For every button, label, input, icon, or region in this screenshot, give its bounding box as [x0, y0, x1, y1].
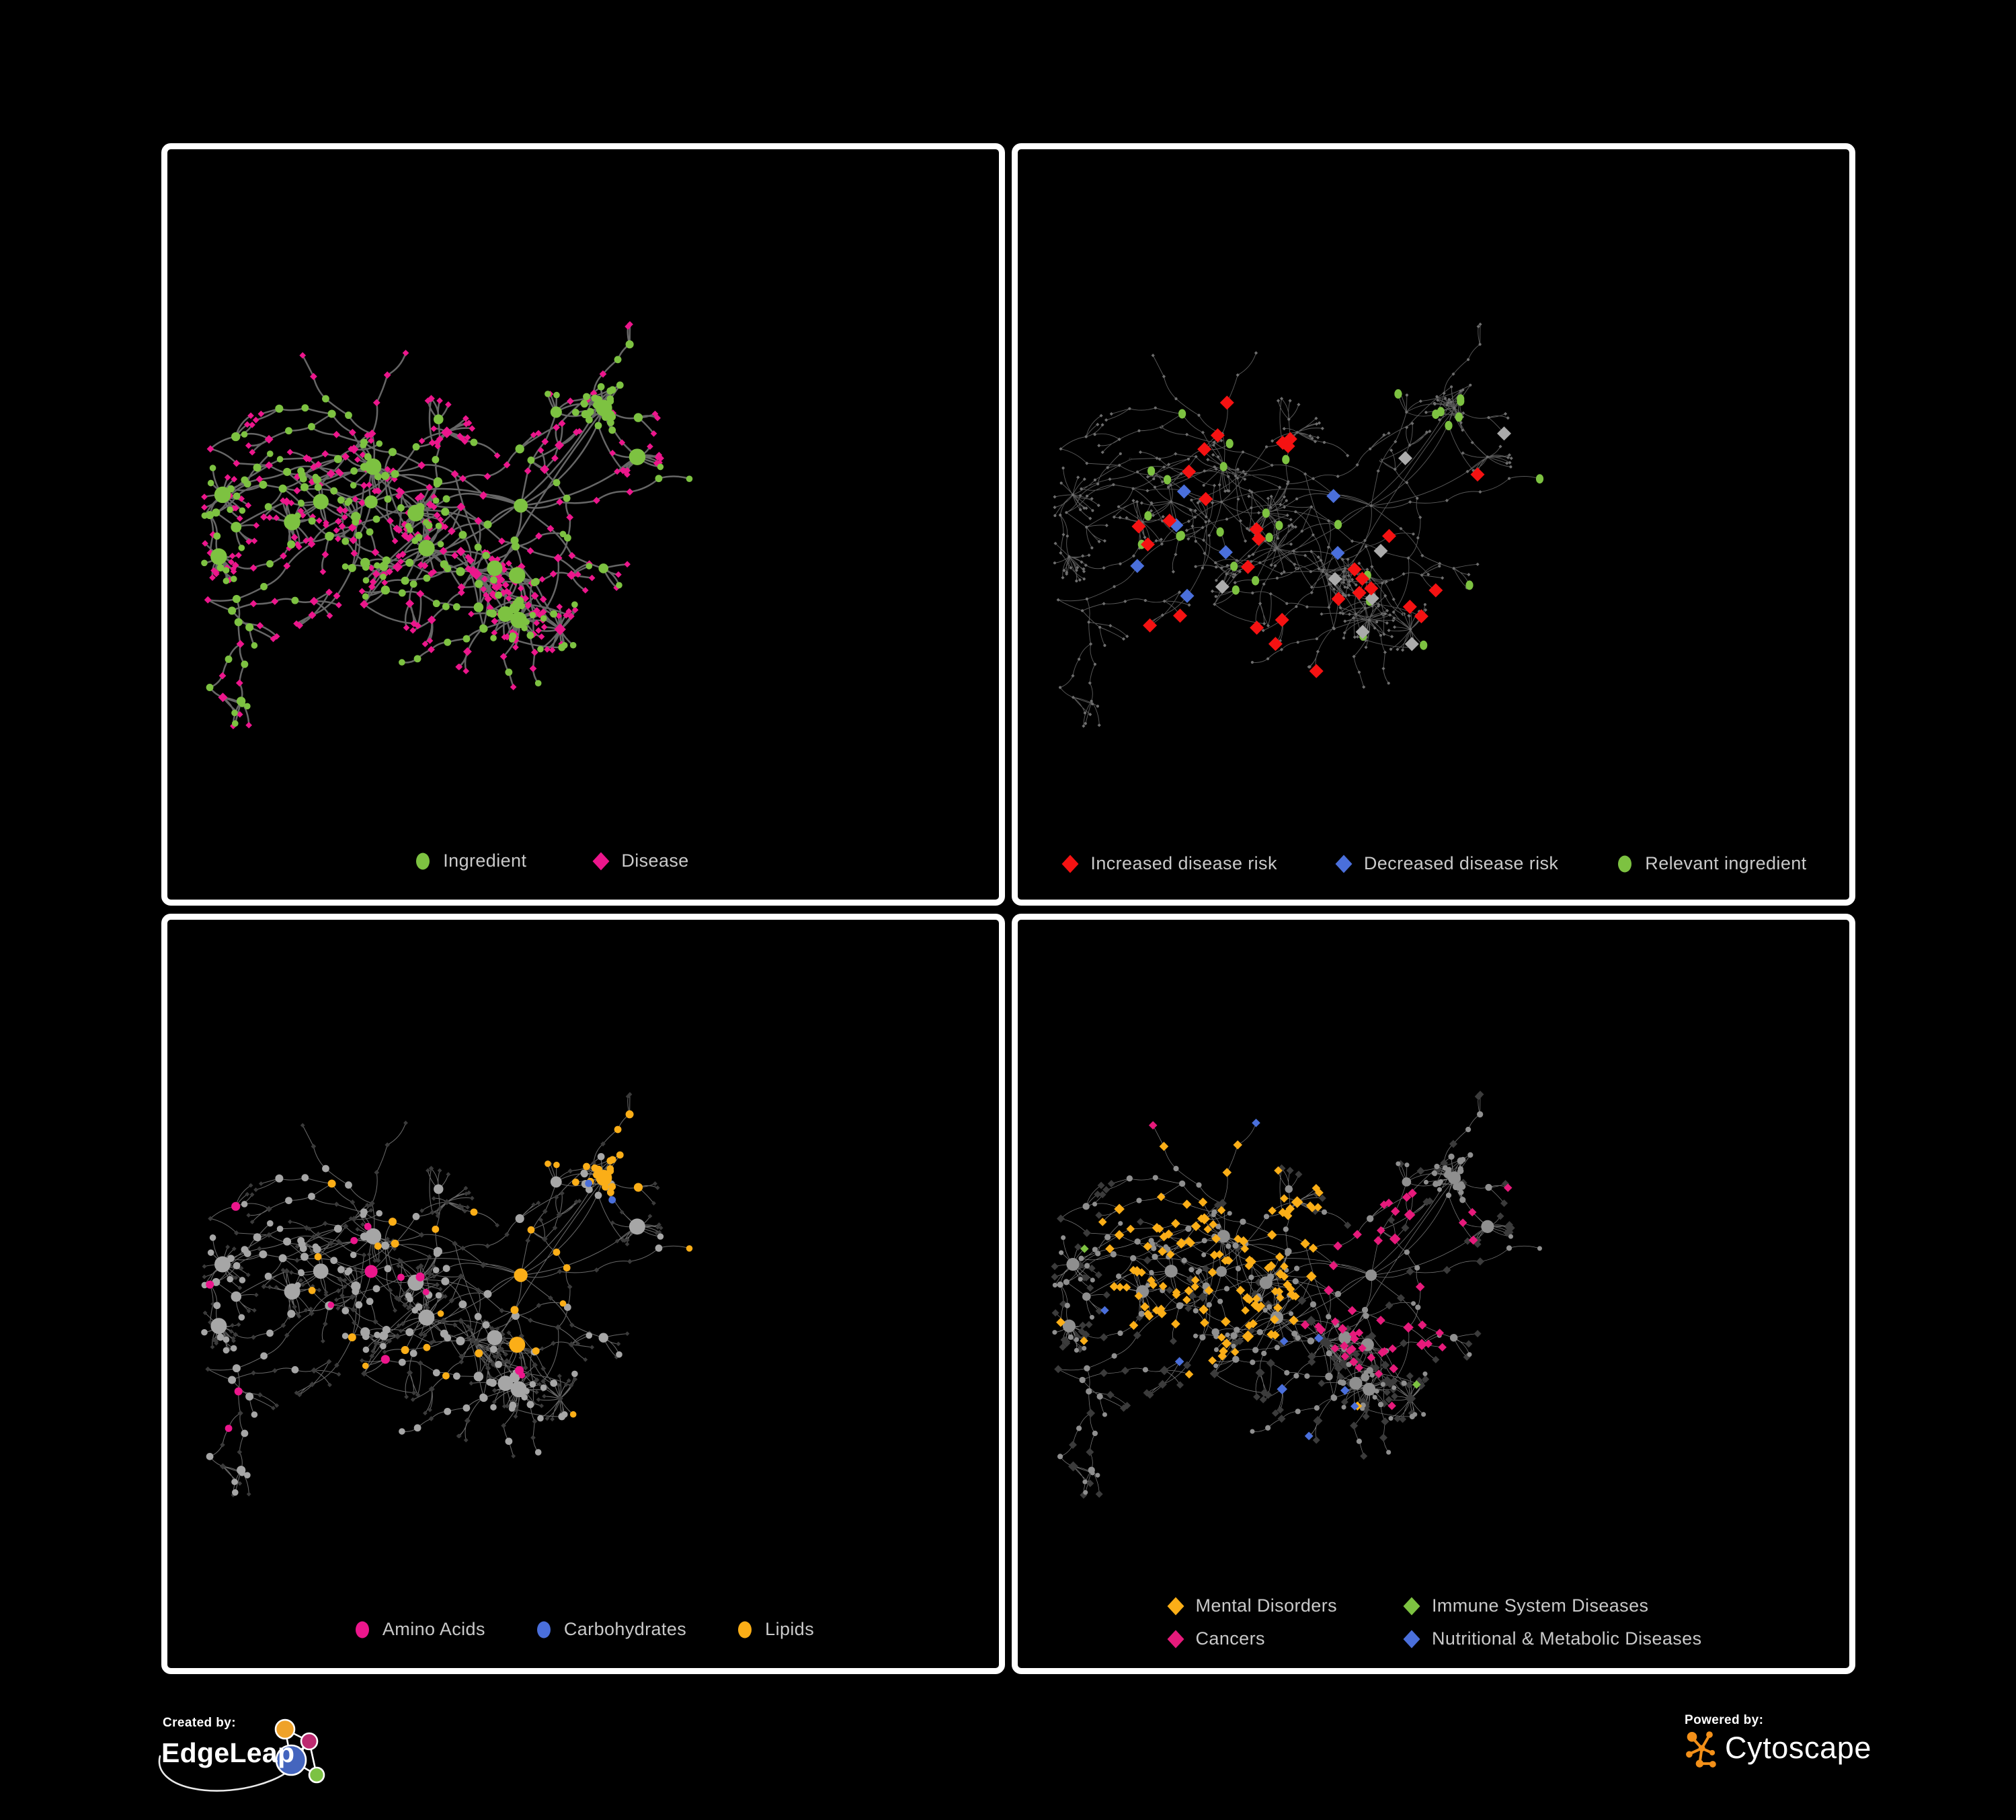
legend-label: Decreased disease risk [1363, 853, 1559, 873]
legend-item-decreased-disease-risk: Decreased disease risk [1334, 853, 1558, 874]
carbohydrate-nodes [585, 1179, 616, 1204]
legend-label: Disease [621, 850, 689, 871]
disease-risk-network-graph [1053, 322, 1544, 728]
legend-label: Carbohydrates [563, 1619, 687, 1639]
legend-item-relevant-ingredient: Relevant ingredient [1615, 853, 1806, 874]
legend-label: Relevant ingredient [1645, 853, 1807, 873]
edgeleap-credit: Created by: EdgeLeap [153, 1714, 348, 1817]
nodes-layer [201, 1092, 693, 1497]
edgeleap-logo-green-node [308, 1766, 325, 1784]
ingredient-disease-network-graph [201, 321, 693, 729]
disease-nodes [202, 1092, 663, 1497]
legend-item-ingredient: Ingredient [413, 850, 526, 871]
legend-circle-icon [536, 1621, 551, 1638]
legend-item-amino-acids: Amino Acids [352, 1619, 485, 1640]
panel-disease-risk: Increased disease risk Decreased disease … [1012, 143, 1855, 906]
legend-diamond-icon [1403, 1630, 1420, 1648]
nutrient-classes-network-graph [201, 1092, 693, 1497]
legend-diamond-icon [1061, 855, 1079, 873]
legend-item-cancers: Cancers [1166, 1628, 1265, 1649]
legend-item-increased-disease-risk: Increased disease risk [1060, 853, 1277, 874]
legend-label: Cancers [1195, 1628, 1265, 1649]
lipid-nodes [308, 1110, 693, 1418]
cytoscape-credit: Powered by: Cytoscape [1683, 1713, 1999, 1801]
nodes-layer [1053, 322, 1544, 728]
disease-risk-legend: Increased disease risk Decreased disease … [1018, 853, 1849, 874]
legend-item-disease: Disease [591, 850, 688, 871]
legend-diamond-icon [1167, 1597, 1184, 1615]
powered-by-label: Powered by: [1685, 1713, 1764, 1727]
legend-diamond-icon [592, 852, 610, 870]
nutrient-classes-legend: Amino Acids Carbohydrates Lipids [167, 1619, 999, 1640]
edgeleap-logo [158, 1718, 325, 1792]
cytoscape-icon-nodes [1686, 1731, 1716, 1768]
ingredient-disease-legend: Ingredient Disease [167, 850, 967, 871]
panel-disease-categories: Mental Disorders Immune System Diseases Ca… [1012, 914, 1855, 1674]
edgeleap-wordmark: EdgeLeap [161, 1737, 295, 1768]
cytoscape-wordmark: Cytoscape [1725, 1731, 1872, 1765]
disease-categories-legend: Mental Disorders Immune System Diseases Ca… [1018, 1595, 1849, 1649]
legend-item-nutritional-metabolic-diseases: Nutritional & Metabolic Diseases [1402, 1628, 1701, 1649]
edgeleap-logo-magenta-node [300, 1732, 319, 1751]
legend-item-lipids: Lipids [735, 1619, 814, 1640]
legend-diamond-icon [1403, 1597, 1420, 1615]
legend-circle-icon [1618, 855, 1632, 872]
legend-item-immune-system-diseases: Immune System Diseases [1402, 1595, 1648, 1616]
legend-label: Nutritional & Metabolic Diseases [1432, 1628, 1702, 1649]
legend-circle-icon [355, 1621, 369, 1638]
legend-item-mental-disorders: Mental Disorders [1166, 1595, 1337, 1616]
legend-label: Amino Acids [382, 1619, 485, 1639]
legend-label: Increased disease risk [1090, 853, 1277, 873]
edges-layer [1054, 324, 1540, 726]
cancer-nodes [1148, 1121, 1513, 1411]
panel-ingredient-disease: Ingredient Disease [161, 143, 1005, 906]
legend-label: Lipids [765, 1619, 815, 1639]
edgeleap-logo-blue-node [275, 1744, 307, 1776]
cytoscape-icon [1686, 1731, 1716, 1768]
legend-label: Ingredient [443, 850, 527, 871]
disease-nodes [201, 321, 665, 729]
mental-disorder-nodes [1056, 1140, 1363, 1411]
legend-diamond-icon [1167, 1630, 1184, 1648]
disease-categories-network-graph [1051, 1091, 1542, 1499]
legend-item-carbohydrates: Carbohydrates [534, 1619, 686, 1640]
legend-label: Immune System Diseases [1432, 1595, 1649, 1616]
nodes-layer [201, 321, 693, 729]
other-disease-nodes [1051, 1091, 1515, 1499]
ingredient-nodes [201, 340, 693, 727]
edgeleap-logo-orange-node [274, 1718, 296, 1740]
nodes-layer [1051, 1091, 1542, 1499]
legend-circle-icon [416, 853, 430, 869]
background-nodes [1053, 322, 1513, 728]
panel-nutrient-classes: Amino Acids Carbohydrates Lipids [161, 914, 1005, 1674]
created-by-label: Created by: [163, 1716, 236, 1730]
legend-label: Mental Disorders [1195, 1595, 1337, 1616]
relevant-ingredient-nodes [1137, 389, 1544, 650]
legend-circle-icon [738, 1621, 752, 1638]
ingredient-hub-nodes [1052, 1111, 1542, 1495]
legend-diamond-icon [1335, 855, 1353, 873]
